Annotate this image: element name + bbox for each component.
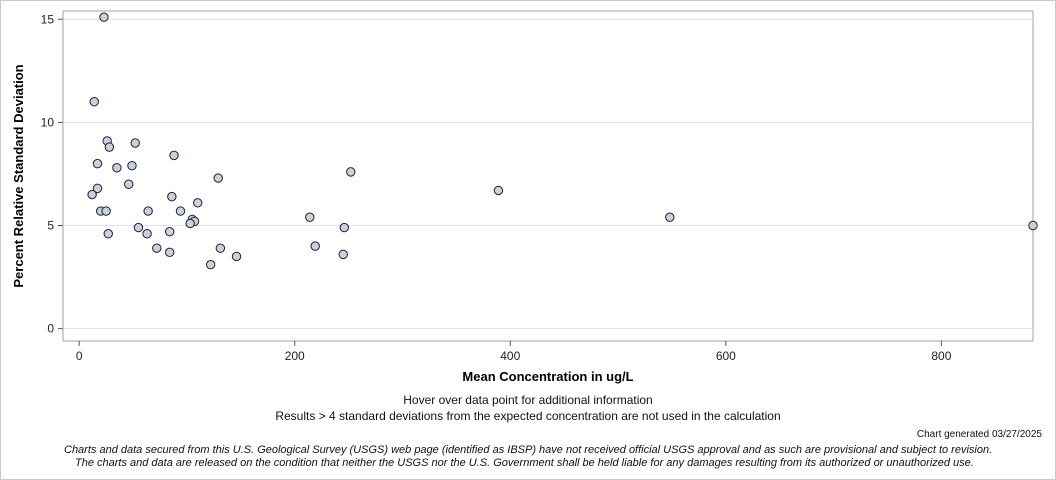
data-point[interactable] <box>310 241 320 251</box>
y-tick-label: 5 <box>47 219 54 233</box>
data-point[interactable] <box>185 218 195 229</box>
data-point[interactable] <box>339 222 349 233</box>
data-point[interactable] <box>127 160 137 171</box>
x-tick-label: 800 <box>931 349 951 363</box>
data-point[interactable] <box>193 198 203 208</box>
data-point[interactable] <box>124 179 134 189</box>
data-point[interactable] <box>142 229 152 239</box>
y-tick-label: 0 <box>47 322 54 336</box>
y-axis-title: Percent Relative Standard Deviation <box>11 64 26 287</box>
data-point[interactable] <box>215 243 226 253</box>
data-point[interactable] <box>167 191 177 202</box>
grid-lines <box>63 18 1033 330</box>
axis-ticks: 0 5 10 15 0 200 400 600 800 <box>41 12 952 363</box>
disclaimer-line-2: The charts and data are released on the … <box>75 457 974 469</box>
x-tick-label: 400 <box>500 349 520 363</box>
data-point[interactable] <box>175 206 186 216</box>
x-tick-label: 0 <box>76 349 83 363</box>
y-tick-label: 15 <box>41 12 55 26</box>
plot-area <box>62 10 1034 342</box>
x-tick-label: 600 <box>716 349 736 363</box>
data-point[interactable] <box>99 12 109 22</box>
data-point[interactable] <box>165 247 175 258</box>
x-tick-label: 200 <box>285 349 305 363</box>
data-point[interactable] <box>104 142 115 152</box>
data-point[interactable] <box>130 138 140 148</box>
x-axis-title: Mean Concentration in ug/L <box>462 369 633 384</box>
data-point[interactable] <box>231 251 242 262</box>
chart-generated-date: Chart generated 03/27/2025 <box>916 429 1042 440</box>
data-point[interactable] <box>1028 220 1038 231</box>
y-tick-label: 10 <box>41 115 55 129</box>
scatter-chart: 0 5 10 15 0 200 400 600 800 Mean Concentration i… <box>11 10 1038 384</box>
data-point[interactable] <box>169 150 179 161</box>
data-point[interactable] <box>493 185 504 196</box>
hover-note: Hover over data point for additional inf… <box>403 393 653 407</box>
data-point[interactable] <box>305 212 315 222</box>
data-point[interactable] <box>165 226 175 237</box>
data-point[interactable] <box>133 222 144 233</box>
data-point[interactable] <box>346 167 356 177</box>
data-point[interactable] <box>152 243 162 253</box>
data-point[interactable] <box>89 97 99 107</box>
data-point[interactable] <box>665 212 675 222</box>
data-point[interactable] <box>101 206 111 216</box>
data-point[interactable] <box>92 158 103 169</box>
data-point[interactable] <box>87 189 97 200</box>
data-point[interactable] <box>92 183 103 194</box>
data-point[interactable] <box>103 229 113 239</box>
data-point[interactable] <box>143 206 153 216</box>
data-point[interactable] <box>338 249 348 260</box>
disclaimer-line-1: Charts and data secured from this U.S. G… <box>64 444 993 456</box>
data-point[interactable] <box>213 173 223 183</box>
results-note: Results > 4 standard deviations from the… <box>275 409 781 423</box>
data-points <box>87 12 1038 270</box>
data-point[interactable] <box>112 163 122 173</box>
data-point[interactable] <box>205 259 216 270</box>
